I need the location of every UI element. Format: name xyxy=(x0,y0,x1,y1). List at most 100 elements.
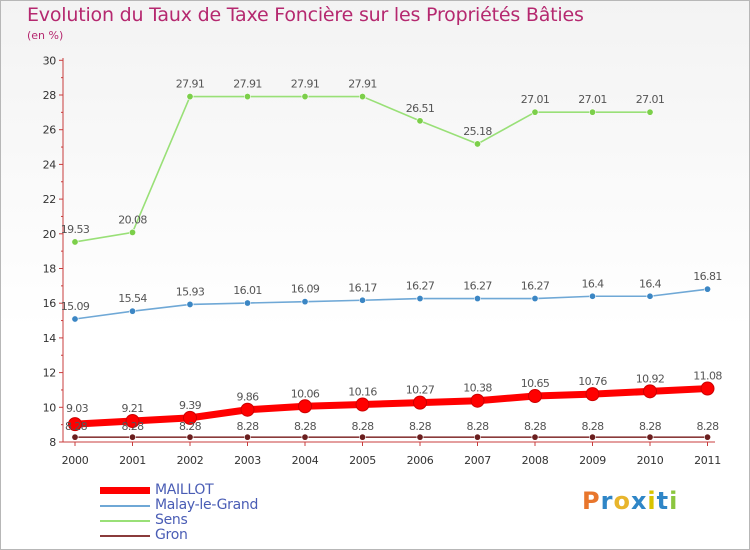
data-label-malay-le-grand: 15.93 xyxy=(176,285,205,298)
data-point-maillot xyxy=(183,410,197,425)
data-point-sens xyxy=(531,108,539,116)
data-label-gron: 8.28 xyxy=(294,420,317,433)
series-line-malay-le-grand xyxy=(74,288,709,320)
data-point-malay-le-grand xyxy=(244,299,252,307)
legend-swatch-sens xyxy=(100,520,150,522)
logo-letter: x xyxy=(630,487,648,515)
y-tick-label: 28 xyxy=(43,89,57,102)
data-labels: 9.03 9.21 9.39 9.86 10.06 10.16 10.27 10.38 10.6… xyxy=(61,78,723,434)
data-point-sens xyxy=(358,93,366,101)
data-label-maillot: 10.38 xyxy=(463,382,492,395)
data-point-gron xyxy=(186,433,194,441)
x-tick-label: 2009 xyxy=(579,454,606,467)
logo-letter: P xyxy=(582,487,601,515)
data-point-gron xyxy=(646,433,654,441)
y-tick-label: 20 xyxy=(43,228,57,241)
x-tick-label: 2011 xyxy=(694,454,721,467)
data-label-maillot: 10.27 xyxy=(406,384,435,397)
legend-label-maillot: MAILLOT xyxy=(155,482,214,498)
data-point-malay-le-grand xyxy=(416,295,424,303)
data-label-sens: 27.91 xyxy=(233,78,262,91)
data-point-maillot xyxy=(240,402,255,417)
data-label-malay-le-grand: 16.4 xyxy=(581,277,604,290)
data-point-malay-le-grand xyxy=(588,292,596,300)
proxiti-logo: Proxiti xyxy=(582,487,678,515)
data-label-maillot: 9.86 xyxy=(236,391,259,404)
data-point-gron xyxy=(129,433,137,441)
data-point-malay-le-grand xyxy=(646,292,654,300)
data-label-gron: 8.28 xyxy=(696,420,719,433)
legend-label-gron: Gron xyxy=(155,527,188,543)
data-label-maillot: 9.39 xyxy=(179,399,202,412)
data-label-sens: 27.01 xyxy=(521,93,550,106)
series-lines xyxy=(71,95,711,438)
data-point-maillot xyxy=(643,384,657,399)
y-tick-label: 24 xyxy=(43,158,57,171)
data-point-gron xyxy=(588,433,596,441)
data-label-sens: 26.51 xyxy=(406,102,435,115)
data-point-malay-le-grand xyxy=(301,298,309,306)
legend-swatch-gron xyxy=(100,535,150,537)
y-tick-label: 16 xyxy=(43,297,57,310)
data-label-maillot: 11.08 xyxy=(693,370,722,383)
data-label-malay-le-grand: 16.09 xyxy=(291,283,320,296)
logo-letter: r xyxy=(600,487,614,515)
data-label-sens: 27.91 xyxy=(348,78,377,91)
data-point-maillot xyxy=(700,381,715,396)
data-label-malay-le-grand: 16.27 xyxy=(521,280,550,293)
y-tick-label: 10 xyxy=(43,401,57,414)
data-point-maillot xyxy=(68,417,82,432)
data-point-malay-le-grand xyxy=(186,300,194,308)
data-point-maillot xyxy=(470,393,485,408)
data-point-gron xyxy=(703,433,711,441)
x-tick-label: 2001 xyxy=(119,454,146,467)
data-label-malay-le-grand: 16.4 xyxy=(639,277,662,290)
data-label-malay-le-grand: 16.01 xyxy=(233,284,262,297)
series-line-sens xyxy=(74,95,651,243)
data-label-gron: 8.28 xyxy=(409,420,432,433)
data-point-gron xyxy=(244,433,252,441)
data-label-sens: 20.08 xyxy=(118,213,147,226)
y-tick-label: 26 xyxy=(43,124,57,137)
x-tick-label: 2000 xyxy=(62,454,89,467)
data-point-maillot xyxy=(125,414,140,429)
y-tick-label: 22 xyxy=(43,193,56,206)
series-points xyxy=(68,93,715,441)
data-point-malay-le-grand xyxy=(531,295,539,303)
y-tick-label: 18 xyxy=(43,263,57,276)
data-label-maillot: 10.16 xyxy=(348,386,377,399)
data-point-sens xyxy=(588,108,596,116)
data-point-sens xyxy=(646,108,654,116)
data-label-gron: 8.28 xyxy=(524,420,547,433)
data-point-gron xyxy=(416,433,424,441)
logo-letter: t xyxy=(656,487,670,515)
data-point-gron xyxy=(531,433,539,441)
data-label-maillot: 9.03 xyxy=(66,402,89,415)
x-tick-label: 2010 xyxy=(637,454,664,467)
chart-title: Evolution du Taux de Taxe Foncière sur l… xyxy=(27,4,584,26)
logo-letter: i xyxy=(647,487,657,515)
chart-unit-label: (en %) xyxy=(27,29,64,42)
data-label-maillot: 9.21 xyxy=(121,402,143,415)
data-point-sens xyxy=(71,238,79,246)
data-point-sens xyxy=(301,93,309,101)
data-point-gron xyxy=(71,433,79,441)
axes: 8 10 12 14 16 18 20 22 24 26 28 30 2000 2001 2002 2003 2… xyxy=(43,54,722,467)
legend-swatch-maillot xyxy=(100,487,150,494)
data-label-malay-le-grand: 16.17 xyxy=(348,281,377,294)
data-point-maillot xyxy=(355,397,370,412)
data-label-gron: 8.28 xyxy=(65,420,88,433)
data-label-maillot: 10.65 xyxy=(521,377,550,390)
logo-letter: o xyxy=(613,487,631,515)
data-label-malay-le-grand: 16.27 xyxy=(406,280,435,293)
legend-swatch-malay-le-grand xyxy=(100,505,150,507)
data-point-maillot xyxy=(413,395,427,410)
x-tick-label: 2006 xyxy=(407,454,434,467)
data-label-sens: 25.18 xyxy=(463,125,492,138)
data-label-sens: 27.01 xyxy=(636,93,665,106)
y-tick-label: 8 xyxy=(49,436,56,449)
data-point-malay-le-grand xyxy=(71,315,79,323)
data-label-malay-le-grand: 15.54 xyxy=(118,292,147,305)
